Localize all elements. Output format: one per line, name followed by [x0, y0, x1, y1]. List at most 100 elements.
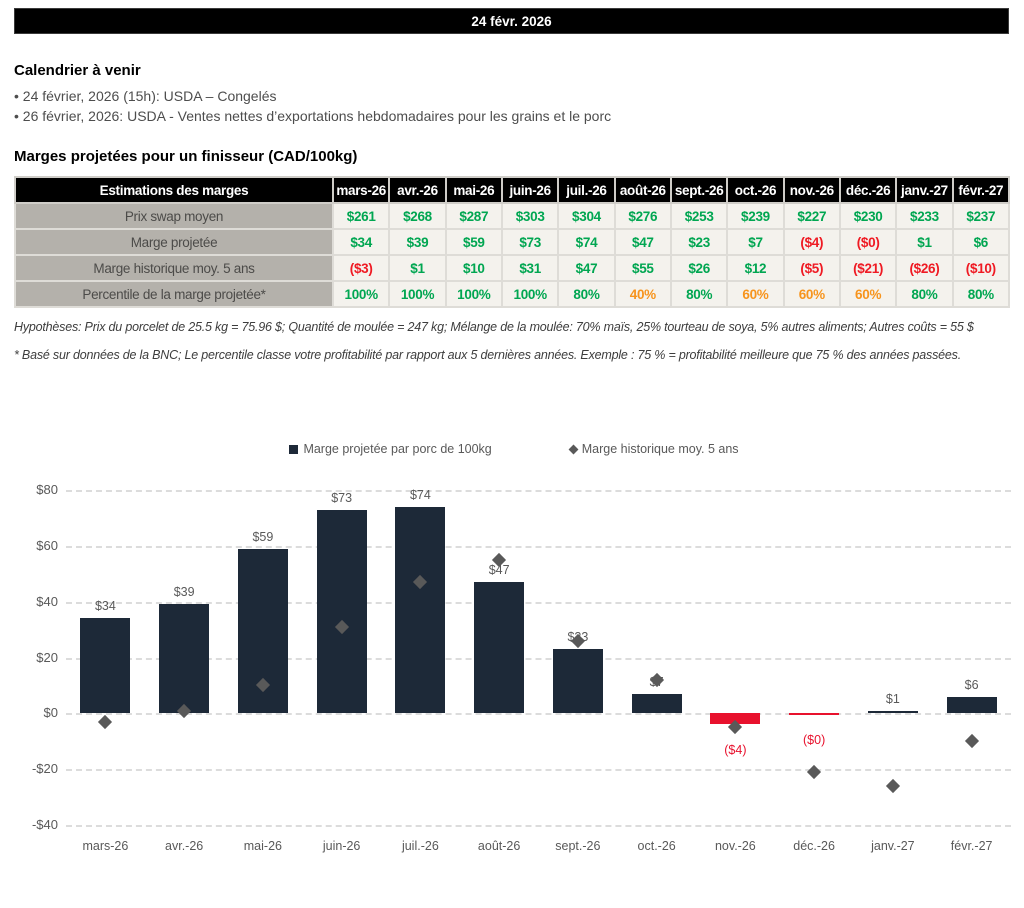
table-col-header: juin-26: [500, 176, 560, 204]
bar-value-label: $47: [488, 563, 510, 578]
table-cell: $1: [895, 228, 954, 256]
table-cell: ($5): [782, 254, 841, 282]
table-cell: $1: [388, 254, 447, 282]
table-cell: $287: [444, 202, 503, 230]
bar-janv.-27: [867, 710, 918, 714]
bar-août-26: [474, 582, 525, 714]
legend-item-projected-margin: Marge projetée par porc de 100kg: [289, 442, 492, 456]
table-cell: 80%: [669, 280, 729, 308]
table-cell: $73: [500, 228, 560, 256]
table-cell: $268: [388, 202, 447, 230]
calendar-title: Calendrier à venir: [14, 62, 141, 79]
chart-legend: Marge projetée par porc de 100kg Marge h…: [14, 442, 1014, 456]
margins-table-head: Estimations des marges mars-26 avr.-26 mai-…: [14, 176, 1011, 204]
table-corner-header: Estimations des marges: [14, 176, 334, 204]
bar-value-label: $1: [885, 691, 900, 706]
x-axis-tick-label: févr.-27: [950, 839, 993, 853]
historical-margin-marker: [98, 714, 113, 729]
bar-juil.-26: [395, 506, 446, 714]
table-header-row: Estimations des marges mars-26 avr.-26 mai-…: [14, 176, 1011, 204]
table-cell: $55: [613, 254, 672, 282]
x-axis-tick-label: août-26: [477, 839, 521, 853]
table-cell: ($26): [895, 254, 954, 282]
table-cell: 100%: [500, 280, 560, 308]
y-axis-tick-label: -$20: [31, 761, 58, 777]
legend-label: Marge projetée par porc de 100kg: [303, 442, 492, 456]
table-cell: $74: [557, 228, 616, 256]
historical-margin-marker: [807, 764, 822, 780]
table-col-header: juil.-26: [557, 176, 616, 204]
table-cell: $34: [331, 228, 391, 256]
table-cell: 80%: [951, 280, 1011, 308]
x-axis-tick-label: nov.-26: [714, 839, 756, 853]
x-axis-tick-label: déc.-26: [793, 839, 835, 853]
table-cell: $59: [444, 228, 503, 256]
gridline: [66, 657, 1011, 660]
table-row-label: Marge projetée: [14, 228, 334, 256]
table-cell: $12: [726, 254, 785, 282]
table-col-header: sept.-26: [669, 176, 729, 204]
table-row-label: Prix swap moyen: [14, 202, 334, 230]
table-cell: $7: [726, 228, 785, 256]
table-col-header: janv.-27: [895, 176, 954, 204]
date-banner-text: 24 févr. 2026: [471, 13, 552, 29]
table-col-header: oct.-26: [726, 176, 785, 204]
table-cell: 60%: [782, 280, 841, 308]
diamond-swatch-icon: [568, 444, 579, 454]
table-cell: 80%: [557, 280, 616, 308]
footnote-assumptions: Hypothèses: Prix du porcelet de 25.5 kg …: [14, 320, 974, 334]
x-axis-tick-label: avr.-26: [165, 839, 204, 853]
table-cell: ($3): [331, 254, 391, 282]
calendar-item: • 26 février, 2026: USDA - Ventes nettes…: [14, 108, 612, 124]
table-cell: ($0): [838, 228, 898, 256]
table-cell: 100%: [444, 280, 503, 308]
date-banner: 24 févr. 2026: [14, 8, 1009, 34]
table-cell: $261: [331, 202, 391, 230]
footnote-percentile: * Basé sur données de la BNC; Le percent…: [14, 348, 961, 362]
table-cell: $233: [895, 202, 954, 230]
table-cell: $237: [951, 202, 1011, 230]
margins-table: Estimations des marges mars-26 avr.-26 mai-…: [14, 176, 1011, 308]
gridline: [66, 545, 1011, 548]
chart-plot: $80 $60 $40 $20 $0 -$20 -$40 $34 mars-26 $39 avr.-…: [32, 482, 1011, 853]
x-axis-tick-label: sept.-26: [555, 839, 601, 853]
table-col-header: nov.-26: [782, 176, 841, 204]
table-cell: $227: [782, 202, 841, 230]
legend-label: Marge historique moy. 5 ans: [581, 442, 739, 456]
gridline: [66, 490, 1011, 492]
gridline: [66, 601, 1011, 604]
calendar-item: • 24 février, 2026 (15h): USDA – Congelé…: [14, 88, 277, 104]
y-axis-tick-label: $0: [43, 705, 58, 721]
table-col-header: févr.-27: [951, 176, 1011, 204]
gridline: [66, 713, 1011, 716]
table-cell: $276: [613, 202, 672, 230]
table-cell: ($21): [838, 254, 898, 282]
bar-avr.-26: [159, 604, 210, 714]
bar-sept.-26: [552, 649, 603, 714]
table-cell: $39: [388, 228, 447, 256]
bar-value-label: $34: [94, 599, 116, 614]
bar-oct.-26: [631, 693, 682, 714]
bar-value-label: $39: [173, 585, 195, 600]
y-axis-tick-label: -$40: [31, 817, 58, 832]
x-axis-tick-label: juil.-26: [401, 839, 439, 853]
bar-value-label: $59: [252, 529, 274, 544]
bar-nov.-26: [710, 713, 761, 725]
gridline: [66, 825, 1011, 827]
bar-value-label: $73: [331, 490, 353, 505]
margins-table-title: Marges projetées pour un finisseur (CAD/…: [14, 148, 358, 165]
bar-déc.-26: [789, 713, 840, 716]
table-cell: 100%: [331, 280, 391, 308]
table-col-header: mars-26: [331, 176, 391, 204]
bar-juin-26: [316, 509, 367, 714]
table-col-header: avr.-26: [388, 176, 447, 204]
table-cell: $31: [500, 254, 560, 282]
y-axis-tick-label: $20: [36, 649, 58, 665]
bar-févr.-27: [946, 696, 997, 714]
table-col-header: déc.-26: [838, 176, 898, 204]
legend-item-historical-margin: Marge historique moy. 5 ans: [568, 442, 739, 456]
margin-chart: Marge projetée par porc de 100kg Marge h…: [14, 438, 1014, 888]
table-row: Marge historique moy. 5 ans ($3) $1 $10 $31 $…: [14, 254, 1011, 282]
bar-swatch-icon: [289, 444, 299, 454]
